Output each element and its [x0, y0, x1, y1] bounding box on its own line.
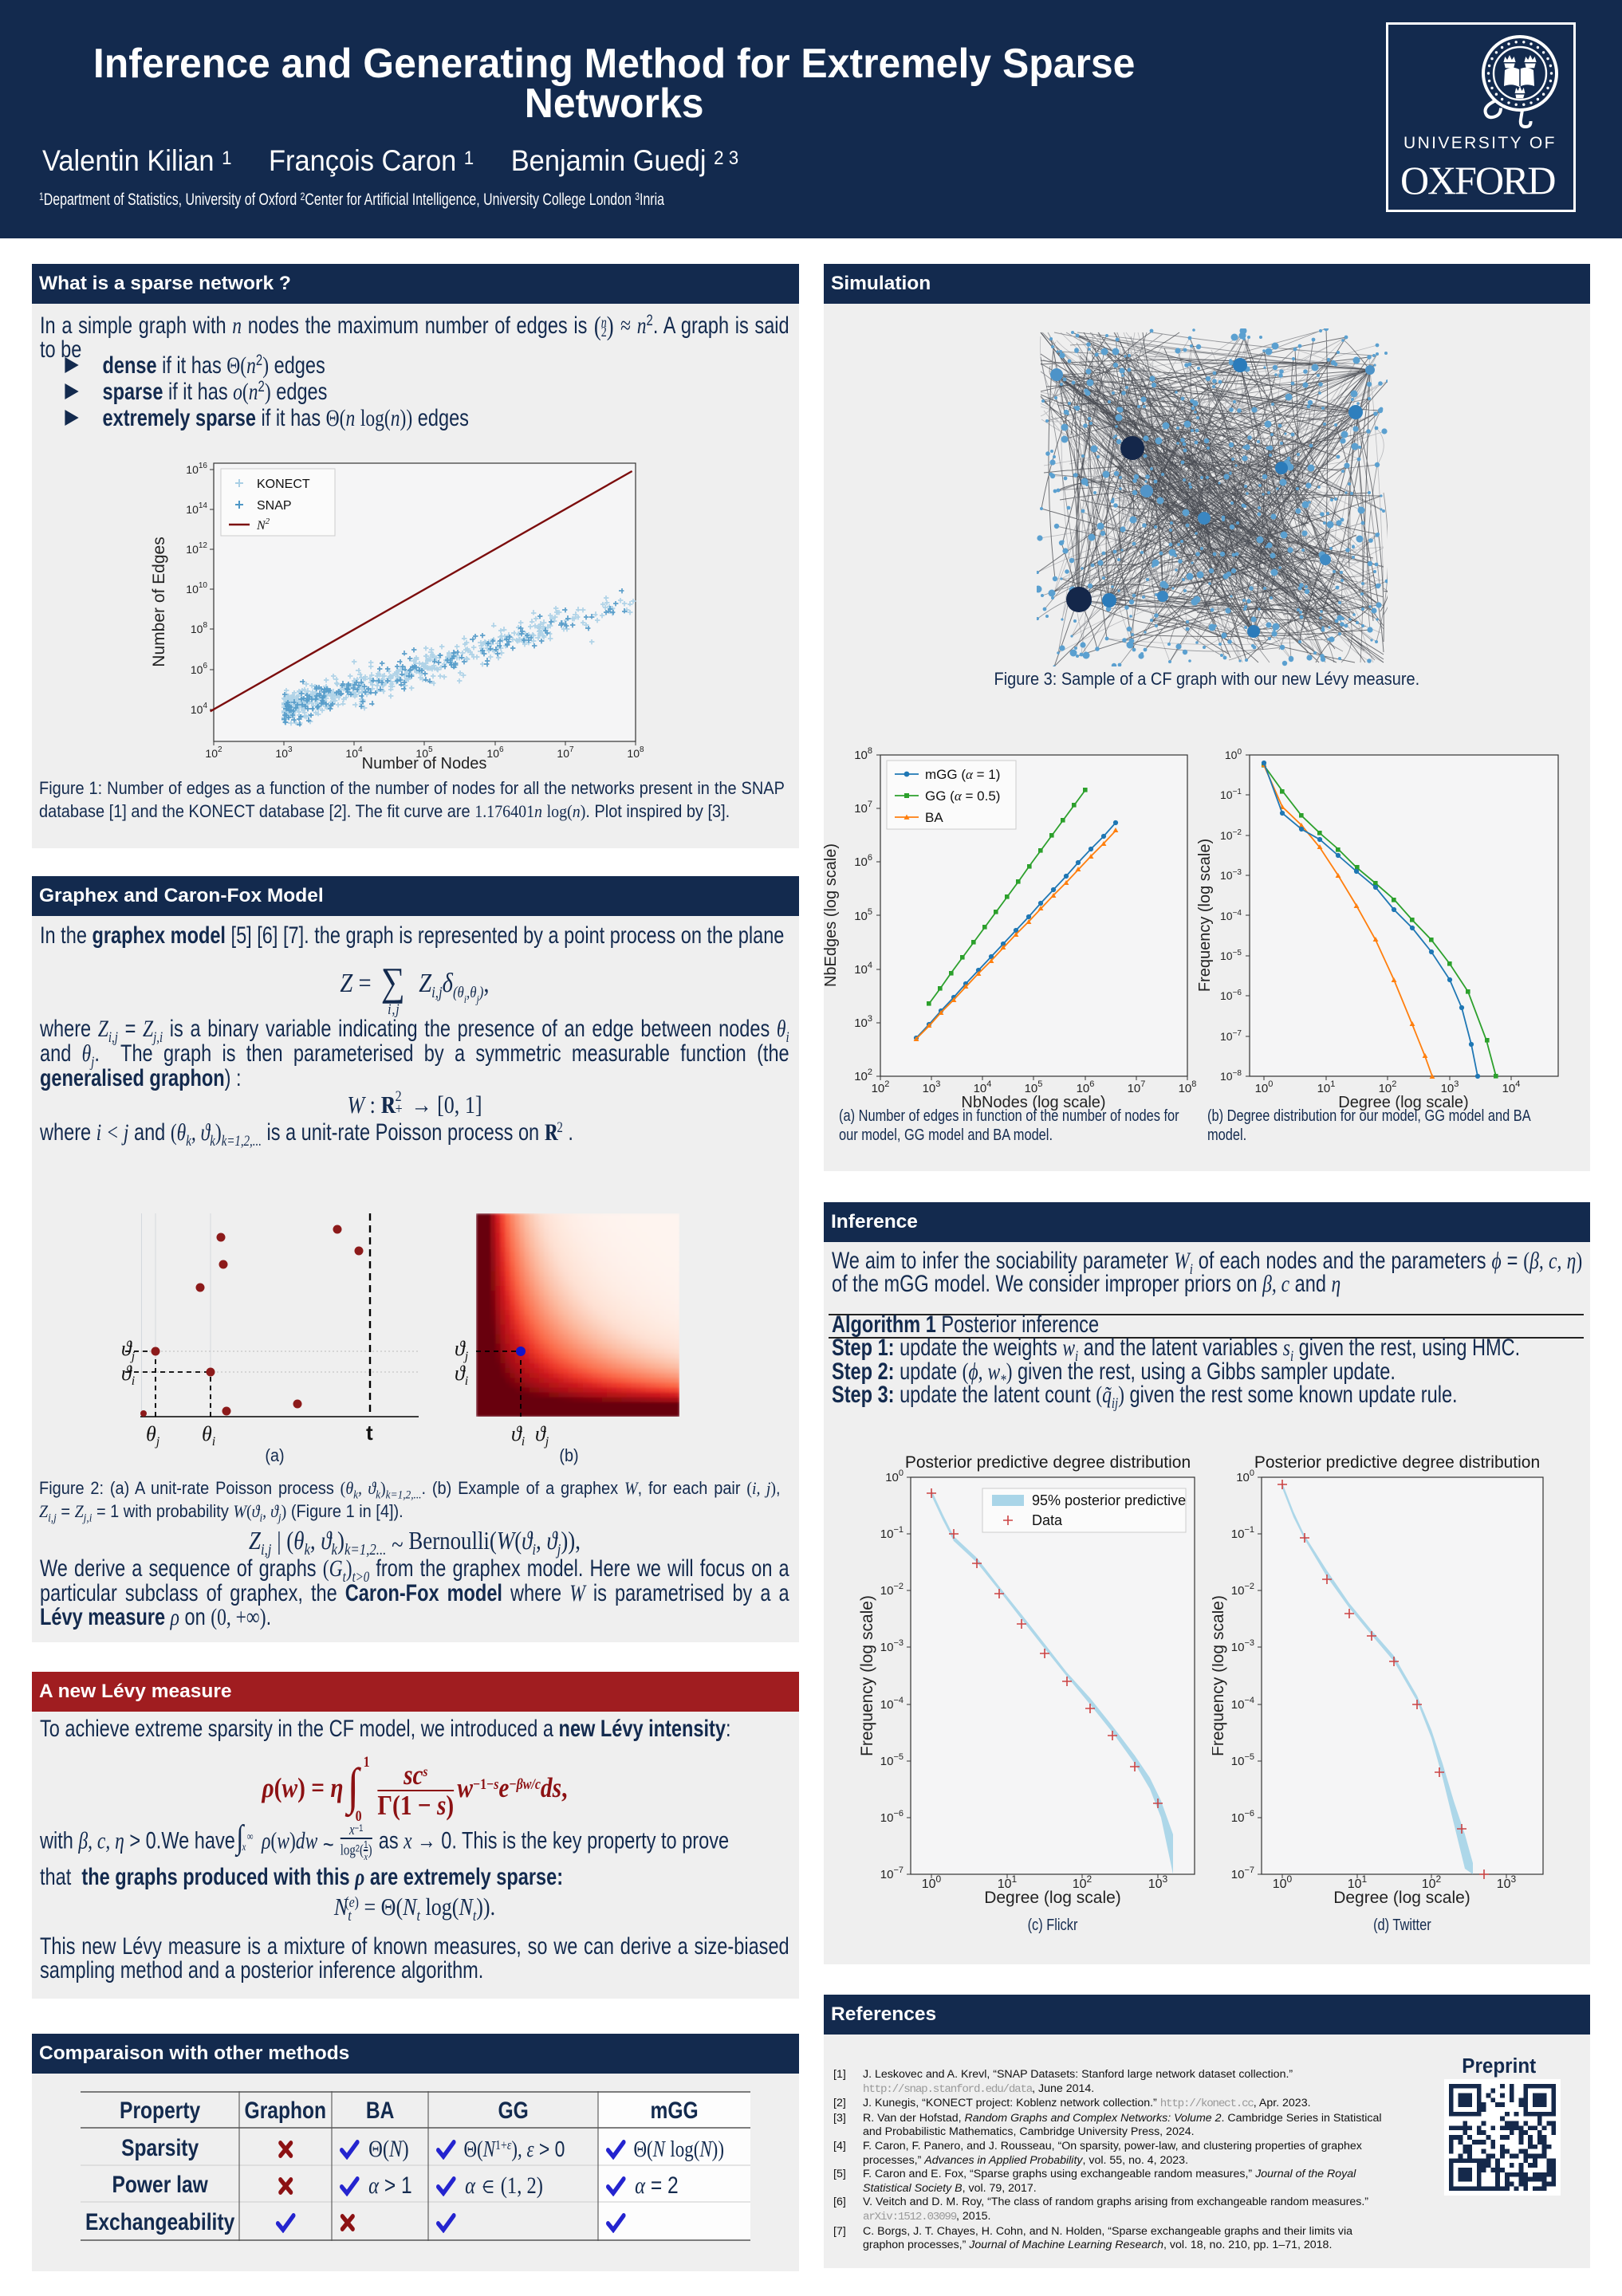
svg-text:108: 108 — [627, 745, 644, 760]
svg-text:mGG (α = 1): mGG (α = 1) — [925, 767, 1000, 782]
svg-text:104: 104 — [191, 702, 208, 716]
svg-text:107: 107 — [1128, 1079, 1146, 1095]
svg-text:95% posterior predictive: 95% posterior predictive — [1032, 1492, 1186, 1508]
svg-text:Degree (log scale): Degree (log scale) — [1333, 1889, 1470, 1907]
svg-text:NbEdges (log scale): NbEdges (log scale) — [823, 843, 840, 987]
svg-text:Frequency (log scale): Frequency (log scale) — [1196, 839, 1214, 992]
svg-text:10−5: 10−5 — [880, 1752, 904, 1768]
svg-text:KONECT: KONECT — [257, 478, 310, 491]
svg-text:103: 103 — [1441, 1079, 1459, 1095]
svg-text:10−4: 10−4 — [1220, 909, 1242, 922]
svg-text:106: 106 — [191, 662, 208, 676]
svg-text:105: 105 — [1025, 1079, 1043, 1095]
svg-text:10−4: 10−4 — [880, 1696, 904, 1712]
svg-text:10−5: 10−5 — [1220, 949, 1242, 962]
svg-text:Frequency (log scale): Frequency (log scale) — [860, 1595, 876, 1756]
svg-text:104: 104 — [345, 745, 363, 760]
svg-text:10−8: 10−8 — [1220, 1069, 1242, 1083]
svg-text:10−7: 10−7 — [1220, 1029, 1242, 1043]
svg-text:10−2: 10−2 — [1231, 1582, 1254, 1598]
svg-text:102: 102 — [854, 1067, 872, 1083]
svg-text:102: 102 — [872, 1079, 890, 1095]
svg-text:100: 100 — [1225, 748, 1242, 761]
svg-text:103: 103 — [275, 745, 293, 760]
svg-text:100: 100 — [1236, 1468, 1254, 1484]
svg-text:SNAP: SNAP — [257, 499, 292, 513]
svg-text:Posterior predictive degree di: Posterior predictive degree distribution — [905, 1453, 1191, 1472]
svg-text:108: 108 — [854, 746, 872, 762]
svg-text:103: 103 — [854, 1014, 872, 1030]
svg-text:NbNodes (log scale): NbNodes (log scale) — [961, 1094, 1105, 1111]
svg-text:10−6: 10−6 — [1220, 989, 1242, 1002]
svg-text:Number of Nodes: Number of Nodes — [362, 755, 487, 773]
svg-text:105: 105 — [854, 907, 872, 923]
svg-text:BA: BA — [925, 810, 943, 825]
svg-text:107: 107 — [557, 745, 574, 760]
svg-text:Frequency (log scale): Frequency (log scale) — [1212, 1595, 1227, 1756]
svg-text:10−1: 10−1 — [880, 1525, 904, 1541]
svg-text:GG (α = 0.5): GG (α = 0.5) — [925, 788, 1000, 804]
svg-text:101: 101 — [1317, 1079, 1336, 1095]
svg-text:1012: 1012 — [186, 541, 207, 556]
svg-text:Number of Edges: Number of Edges — [150, 537, 168, 666]
svg-text:104: 104 — [974, 1079, 992, 1095]
svg-text:10−1: 10−1 — [1231, 1525, 1254, 1541]
svg-text:OXFORD: OXFORD — [1400, 158, 1557, 202]
svg-text:Degree (log scale): Degree (log scale) — [1338, 1094, 1468, 1111]
svg-text:103: 103 — [923, 1079, 941, 1095]
svg-text:107: 107 — [854, 800, 872, 816]
svg-text:108: 108 — [191, 621, 208, 635]
svg-text:Degree (log scale): Degree (log scale) — [984, 1889, 1121, 1907]
svg-text:1014: 1014 — [186, 501, 207, 516]
svg-text:106: 106 — [854, 853, 872, 869]
svg-text:106: 106 — [1077, 1079, 1095, 1095]
svg-text:Data: Data — [1032, 1512, 1063, 1528]
svg-text:10−7: 10−7 — [1231, 1866, 1254, 1881]
svg-text:10−2: 10−2 — [1220, 828, 1242, 842]
svg-text:10−4: 10−4 — [1231, 1696, 1254, 1712]
svg-text:10−3: 10−3 — [1231, 1638, 1254, 1654]
svg-text:10−6: 10−6 — [1231, 1809, 1254, 1825]
svg-text:108: 108 — [1179, 1079, 1197, 1095]
svg-text:10−5: 10−5 — [1231, 1752, 1254, 1768]
svg-text:10−3: 10−3 — [880, 1638, 904, 1654]
svg-text:1016: 1016 — [186, 462, 207, 476]
svg-text:10−3: 10−3 — [1220, 868, 1242, 882]
svg-text:1010: 1010 — [186, 581, 207, 596]
svg-text:106: 106 — [486, 745, 504, 760]
svg-text:104: 104 — [854, 961, 872, 977]
svg-text:UNIVERSITY OF: UNIVERSITY OF — [1404, 134, 1557, 152]
svg-text:10−1: 10−1 — [1220, 788, 1242, 801]
svg-text:Posterior predictive degree di: Posterior predictive degree distribution — [1254, 1453, 1540, 1472]
svg-text:104: 104 — [1502, 1079, 1521, 1095]
svg-text:100: 100 — [885, 1468, 904, 1484]
svg-text:102: 102 — [205, 745, 222, 760]
svg-text:10−6: 10−6 — [880, 1809, 904, 1825]
svg-text:100: 100 — [1255, 1079, 1274, 1095]
svg-text:10−7: 10−7 — [880, 1866, 904, 1881]
svg-text:102: 102 — [1379, 1079, 1397, 1095]
svg-text:10−2: 10−2 — [880, 1582, 904, 1598]
